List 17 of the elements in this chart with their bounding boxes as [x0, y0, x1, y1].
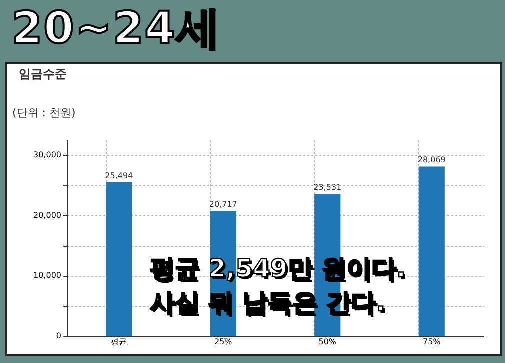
data-label: 25,494 [105, 171, 134, 180]
y-tick-label: 30,000 [34, 150, 62, 160]
x-tick-label: 50% [318, 338, 337, 346]
y-tick-label: 10,000 [34, 271, 62, 280]
y-tick-label: 20,000 [34, 210, 62, 220]
chart-subtitle: 임금수준 [19, 67, 67, 81]
x-tick-label: 25% [214, 338, 233, 346]
chart-title: 20~24세 [12, 2, 222, 56]
x-tick-label: 평균 [111, 338, 128, 346]
y-axis-title: (단위 : 천원) [12, 106, 76, 120]
data-label: 23,531 [314, 183, 342, 192]
data-label: 20,717 [209, 200, 238, 210]
x-tick-label: 75% [422, 338, 442, 346]
data-label: 28,069 [418, 156, 446, 165]
bar [106, 182, 132, 336]
y-tick-label: 0 [56, 332, 62, 340]
bar [418, 166, 445, 336]
